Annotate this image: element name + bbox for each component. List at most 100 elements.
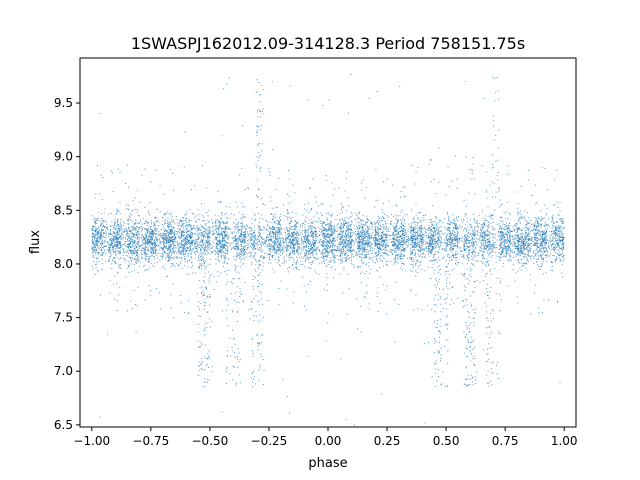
data-point [379, 237, 381, 239]
data-point [149, 246, 151, 248]
data-point [285, 215, 287, 217]
data-point [239, 261, 241, 263]
data-point [315, 247, 317, 249]
data-point [515, 255, 517, 257]
data-point [310, 249, 312, 251]
data-point [380, 243, 381, 245]
data-point [163, 242, 165, 244]
data-point [445, 266, 447, 267]
data-point [420, 261, 422, 263]
data-point [218, 219, 220, 221]
data-point [509, 225, 511, 227]
data-point [327, 248, 329, 250]
data-point [487, 348, 488, 350]
data-point [561, 246, 563, 248]
data-point [491, 384, 493, 386]
data-point [197, 252, 199, 254]
data-point [316, 212, 318, 214]
data-point [555, 259, 557, 261]
data-point [325, 228, 327, 230]
data-point [494, 209, 496, 211]
data-point [231, 233, 233, 235]
data-point [378, 248, 380, 250]
data-point [204, 323, 206, 325]
data-point [426, 229, 428, 231]
data-point [141, 244, 143, 246]
data-point [360, 239, 362, 241]
data-point [375, 227, 377, 229]
data-point [535, 225, 537, 227]
data-point [267, 224, 268, 226]
data-point [448, 186, 450, 188]
data-point [225, 283, 227, 285]
data-point [370, 241, 372, 243]
data-point [556, 257, 558, 259]
data-point [394, 245, 396, 247]
data-point [187, 228, 189, 230]
data-point [276, 244, 278, 246]
data-point [384, 233, 386, 235]
data-point [308, 219, 310, 221]
data-point [292, 248, 294, 249]
data-point [109, 279, 111, 281]
data-point [372, 238, 374, 239]
data-point [245, 236, 247, 238]
data-point [380, 220, 382, 222]
data-point [102, 243, 103, 245]
data-point [423, 256, 425, 258]
data-point [463, 331, 465, 333]
data-point [471, 353, 473, 355]
data-point [140, 227, 142, 229]
data-point [305, 244, 307, 246]
data-point [378, 223, 379, 225]
data-point [417, 228, 419, 230]
data-point [145, 252, 146, 254]
data-point [261, 214, 263, 216]
data-point [465, 240, 467, 242]
data-point [182, 234, 184, 236]
data-point [351, 238, 352, 240]
data-point [457, 232, 459, 234]
data-point [436, 261, 438, 263]
data-point [155, 251, 157, 253]
data-point [498, 227, 500, 229]
data-point [463, 257, 465, 259]
data-point [286, 240, 288, 242]
data-point [127, 236, 129, 238]
data-point [155, 254, 157, 256]
data-point [497, 255, 499, 257]
data-point [199, 259, 201, 261]
data-point [286, 228, 288, 230]
data-point [219, 244, 221, 245]
data-point [357, 328, 359, 330]
data-point [504, 226, 506, 228]
data-point [446, 323, 448, 325]
data-point [273, 235, 275, 237]
data-point [255, 383, 257, 385]
data-point [257, 90, 259, 92]
data-point [196, 234, 198, 235]
data-point [544, 233, 546, 235]
data-point [384, 239, 386, 241]
data-point [373, 237, 375, 239]
data-point [289, 227, 291, 229]
data-point [445, 249, 447, 251]
data-point [253, 232, 255, 234]
data-point [499, 217, 501, 219]
data-point [331, 250, 333, 251]
data-point [378, 235, 380, 236]
data-point [305, 241, 307, 243]
data-point [485, 261, 487, 263]
data-point [228, 236, 230, 238]
data-point [278, 229, 280, 231]
data-point [530, 258, 532, 260]
data-point [306, 236, 308, 238]
data-point [472, 384, 474, 386]
data-point [108, 251, 110, 253]
data-point [289, 250, 291, 252]
data-point [517, 227, 519, 229]
data-point [164, 268, 166, 270]
data-point [495, 293, 497, 294]
data-point [166, 240, 168, 242]
data-point [365, 249, 367, 250]
